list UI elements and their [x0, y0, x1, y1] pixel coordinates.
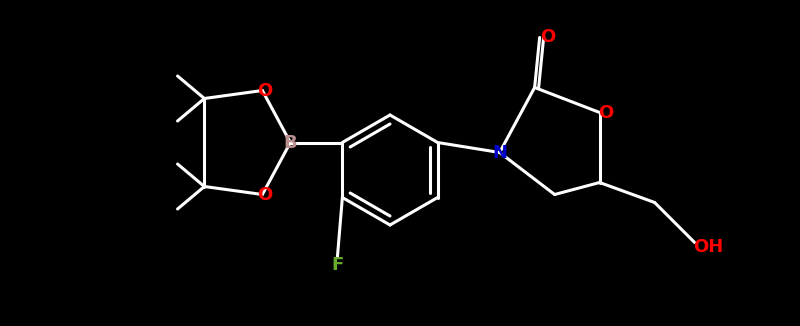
Text: O: O	[598, 103, 614, 122]
Text: O: O	[257, 185, 272, 203]
Text: B: B	[283, 134, 297, 152]
Text: N: N	[492, 143, 507, 161]
Text: O: O	[540, 28, 555, 47]
Text: F: F	[331, 257, 343, 274]
Text: OH: OH	[694, 238, 724, 256]
Text: O: O	[257, 82, 272, 99]
